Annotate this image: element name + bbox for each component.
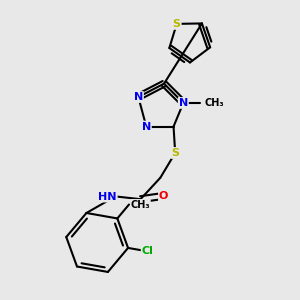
Text: Cl: Cl — [142, 246, 154, 256]
Text: S: S — [173, 19, 181, 29]
Text: CH₃: CH₃ — [131, 200, 150, 209]
Text: N: N — [134, 92, 143, 102]
Text: CH₃: CH₃ — [205, 98, 224, 108]
Text: N: N — [179, 98, 188, 108]
Text: S: S — [171, 148, 179, 158]
Text: O: O — [159, 191, 168, 201]
Text: HN: HN — [98, 192, 117, 202]
Text: N: N — [142, 122, 151, 131]
